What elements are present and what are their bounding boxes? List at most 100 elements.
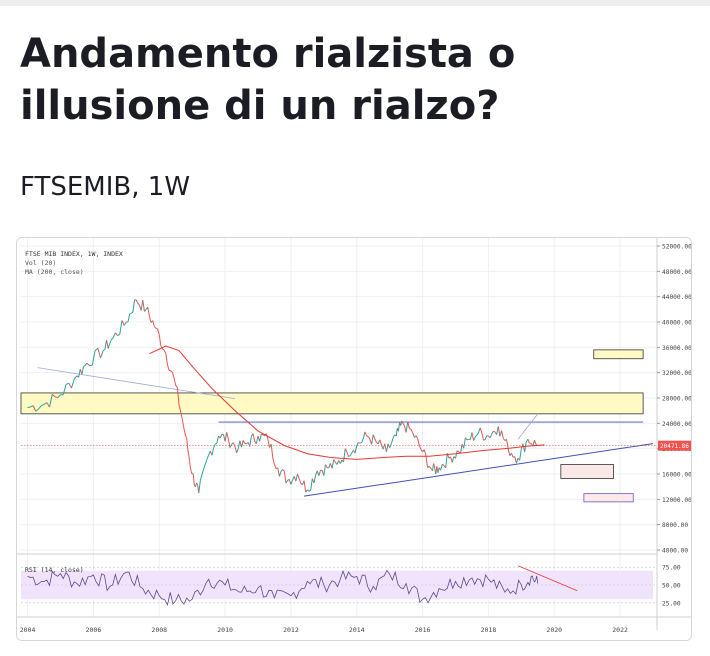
price-tick-label: 4000.00 bbox=[662, 548, 688, 555]
price-segment bbox=[117, 334, 120, 337]
price-segment bbox=[423, 449, 427, 456]
price-segment bbox=[395, 428, 398, 437]
price-segment bbox=[114, 332, 118, 336]
price-segment bbox=[392, 434, 396, 439]
price-segment bbox=[162, 348, 165, 351]
price-segment bbox=[109, 339, 112, 344]
price-segment bbox=[346, 451, 349, 457]
price-segment bbox=[142, 300, 145, 312]
price-segment bbox=[175, 385, 178, 388]
price-segment bbox=[440, 463, 443, 471]
price-segment bbox=[176, 387, 180, 405]
chart-card[interactable]: 52000.00 48000.00 44000.00 40000.00 36000.00… bbox=[16, 237, 692, 641]
price-segment bbox=[469, 432, 473, 440]
price-segment bbox=[384, 443, 387, 452]
price-segment bbox=[41, 403, 45, 407]
price-segment bbox=[307, 489, 310, 492]
price-segment bbox=[288, 479, 292, 485]
price-segment bbox=[364, 431, 368, 437]
price-segment bbox=[241, 440, 244, 448]
ma-200-line bbox=[149, 345, 545, 460]
price-segment bbox=[123, 321, 127, 326]
price-segment bbox=[155, 327, 158, 330]
rsi-tick-label: 25.00 bbox=[662, 600, 681, 607]
price-segment bbox=[501, 430, 504, 439]
price-tick-label: 8000.00 bbox=[662, 522, 688, 529]
price-segment bbox=[362, 431, 366, 439]
price-segment bbox=[173, 377, 177, 386]
price-segment bbox=[272, 457, 275, 465]
price-segment bbox=[198, 480, 201, 494]
price-segment bbox=[54, 396, 58, 399]
price-segment bbox=[192, 473, 195, 486]
price-segment bbox=[119, 320, 123, 335]
price-segment bbox=[49, 394, 53, 408]
price-segment bbox=[70, 378, 75, 389]
price-segment bbox=[148, 315, 152, 323]
price-segment bbox=[189, 464, 192, 472]
price-segment bbox=[442, 463, 445, 466]
price-segment bbox=[242, 440, 246, 444]
price-segment bbox=[140, 300, 144, 311]
price-segment bbox=[310, 478, 313, 491]
price-segment bbox=[38, 405, 42, 410]
time-tick-label: 2014 bbox=[349, 626, 365, 634]
price-tick-label: 52000.00 bbox=[662, 244, 691, 251]
legend-vol: Vol (20) bbox=[25, 259, 56, 267]
last-price-label: 20471.86 bbox=[660, 443, 689, 450]
price-segment bbox=[78, 369, 81, 378]
time-tick-label: 2004 bbox=[20, 626, 36, 634]
symbol-label: FTSEMIB, 1W bbox=[20, 172, 191, 202]
price-segment bbox=[385, 443, 389, 452]
rsi-legend: RSI (14, close) bbox=[25, 566, 84, 574]
price-segment bbox=[249, 436, 252, 447]
price-segment bbox=[219, 434, 223, 439]
price-segment bbox=[94, 347, 99, 352]
rsi-tick-label: 50.00 bbox=[662, 583, 681, 590]
price-segment bbox=[278, 471, 282, 477]
price-segment bbox=[348, 455, 351, 458]
rsi-tick-label: 75.00 bbox=[662, 565, 681, 572]
price-segment bbox=[46, 402, 50, 408]
price-segment bbox=[91, 350, 96, 366]
price-segment bbox=[479, 427, 483, 434]
price-segment bbox=[234, 446, 238, 453]
price-segment bbox=[402, 423, 405, 427]
legend-symbol: FTSE MIB INDEX, 1W, INDEX bbox=[25, 250, 123, 258]
price-segment bbox=[297, 473, 300, 479]
price-segment bbox=[112, 332, 116, 339]
price-segment bbox=[106, 339, 109, 349]
price-segment bbox=[73, 375, 78, 380]
price-segment bbox=[127, 313, 131, 323]
price-segment bbox=[456, 450, 460, 453]
price-segment bbox=[401, 420, 404, 424]
resistance-zone bbox=[20, 392, 644, 415]
time-tick-label: 2006 bbox=[86, 626, 102, 634]
price-segment bbox=[170, 370, 173, 373]
price-segment bbox=[295, 473, 298, 482]
price-segment bbox=[166, 364, 170, 371]
price-segment bbox=[65, 382, 69, 386]
price-segment bbox=[135, 299, 139, 304]
price-segment bbox=[428, 465, 432, 469]
price-segment bbox=[86, 362, 90, 366]
price-segment bbox=[211, 447, 215, 456]
price-segment bbox=[227, 439, 231, 448]
price-segment bbox=[361, 438, 364, 443]
price-segment bbox=[282, 469, 285, 472]
price-chart[interactable]: 52000.00 48000.00 44000.00 40000.00 36000.00… bbox=[17, 238, 691, 640]
price-segment bbox=[102, 348, 106, 351]
price-segment bbox=[163, 349, 167, 354]
support-trendline bbox=[304, 443, 654, 497]
price-segment bbox=[367, 436, 371, 440]
price-segment bbox=[354, 445, 358, 454]
price-segment bbox=[255, 435, 259, 444]
price-tick-label: 36000.00 bbox=[662, 345, 691, 352]
price-segment bbox=[201, 468, 205, 475]
price-segment bbox=[190, 471, 193, 475]
price-segment bbox=[181, 419, 185, 429]
price-segment bbox=[204, 459, 208, 465]
price-segment bbox=[415, 435, 419, 439]
price-tick-label: 24000.00 bbox=[662, 421, 691, 428]
price-segment bbox=[213, 444, 216, 449]
